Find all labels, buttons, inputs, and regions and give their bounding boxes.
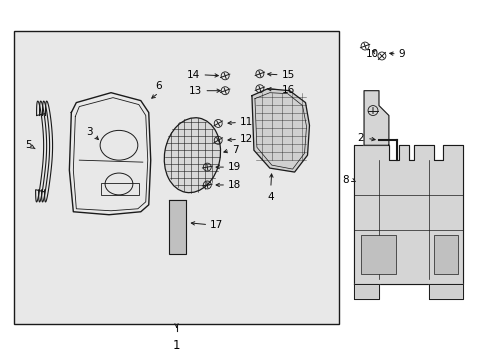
Text: 4: 4: [267, 192, 274, 202]
Bar: [360, 235, 395, 274]
Text: 7: 7: [232, 145, 238, 155]
Text: 3: 3: [86, 127, 92, 138]
Polygon shape: [353, 145, 462, 284]
Bar: [168, 200, 186, 255]
Text: 18: 18: [228, 180, 241, 190]
Ellipse shape: [164, 118, 220, 193]
Text: 5: 5: [25, 140, 32, 150]
Text: 8: 8: [342, 175, 348, 185]
Text: 13: 13: [189, 86, 202, 96]
Text: 16: 16: [281, 85, 294, 95]
Bar: [101, 183, 139, 195]
Bar: [433, 235, 457, 274]
Text: 9: 9: [398, 49, 405, 59]
Text: 2: 2: [357, 133, 364, 143]
Polygon shape: [353, 284, 378, 299]
Text: 1: 1: [172, 339, 180, 352]
Text: 11: 11: [240, 117, 253, 127]
Text: 10: 10: [365, 49, 378, 59]
Polygon shape: [251, 89, 309, 172]
Text: 15: 15: [281, 70, 294, 80]
Bar: [14, 31, 339, 324]
Text: 17: 17: [210, 220, 223, 230]
Text: 6: 6: [155, 81, 162, 91]
Polygon shape: [364, 91, 388, 145]
Text: 14: 14: [187, 70, 200, 80]
Polygon shape: [427, 284, 462, 299]
Text: 19: 19: [228, 162, 241, 172]
Text: 12: 12: [240, 134, 253, 144]
